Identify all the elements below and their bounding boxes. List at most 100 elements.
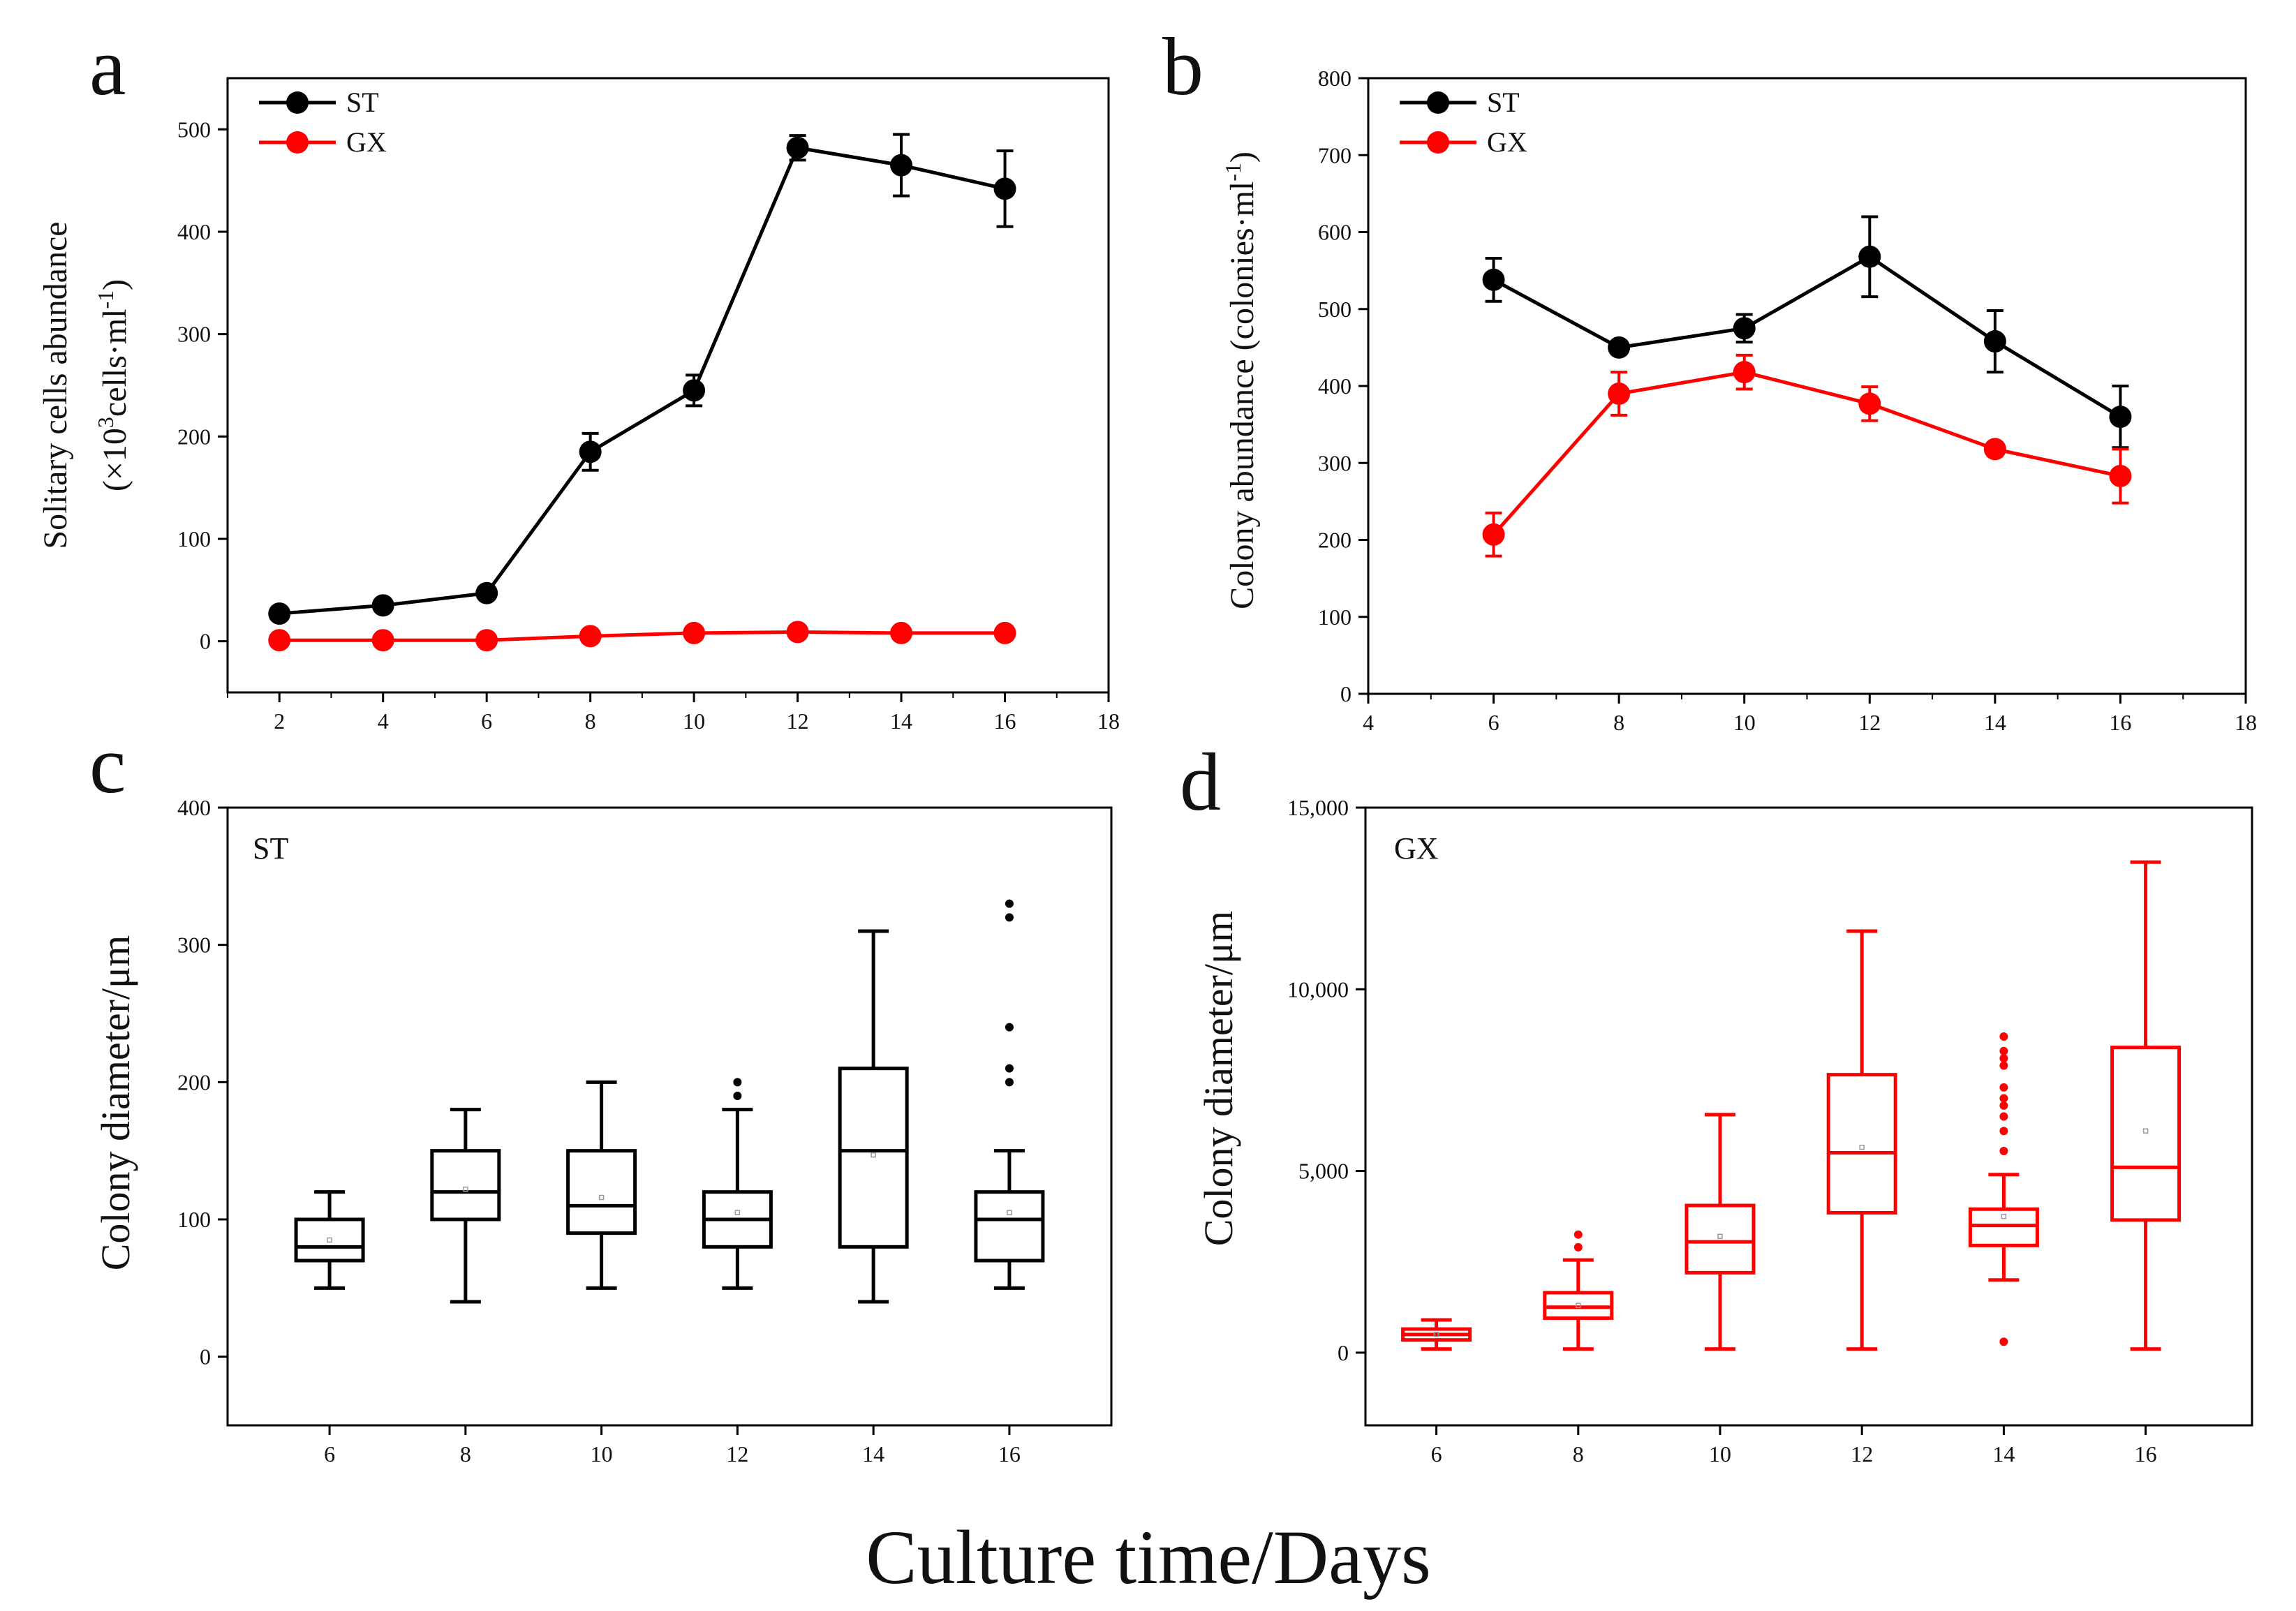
data-point-GX [371,629,394,652]
legend-label-ST: ST [1487,87,1520,118]
box-iqr [2110,1046,2182,1222]
legend-label-GX: GX [346,126,387,158]
box-mean-marker [2001,1213,2007,1219]
plot-frame-d [1364,806,2253,1427]
x-tick-label: 12 [787,708,809,734]
x-tick-label: 12 [1851,1441,1873,1467]
data-point-ST [890,154,913,177]
series-line-GX [279,630,1005,642]
data-point-GX [993,621,1016,644]
y-tick-label: 0 [1340,681,1351,706]
y-tick-label: 500 [1318,297,1351,322]
data-point-GX [890,621,913,644]
box-mean-marker [1007,1210,1012,1215]
box-iqr [838,1067,909,1249]
legend-marker-ST [286,91,309,114]
box-outlier [1573,1230,1583,1239]
y-tick-label: 100 [177,1207,211,1232]
y-tick-label: 200 [177,1069,211,1094]
x-tick-label: 12 [726,1441,748,1467]
axes-d: 6 8 10 12 14 16 0 5,000 10,000 15,000 [1287,795,2157,1467]
x-tick-label: 16 [2109,710,2131,735]
box-outlier [1999,1337,2008,1346]
box-iqr [430,1149,501,1222]
box-iqr [566,1149,637,1235]
box-outlier [1999,1127,2008,1136]
y-tick-label: 15,000 [1287,795,1349,820]
data-point-ST [475,581,498,604]
box-outlier [1999,1054,2008,1063]
data-point-ST [579,440,602,463]
x-tick-label: 14 [862,1441,884,1467]
y-tick-label: 400 [1318,373,1351,399]
y-tick-label: 200 [177,424,211,449]
x-tick-label: 14 [1992,1441,2015,1467]
box-outlier [1005,1064,1014,1073]
x-tick-label: 18 [2235,710,2257,735]
box-outlier [1005,1078,1014,1087]
box-outlier [1999,1112,2008,1121]
x-tick-label: 10 [591,1441,613,1467]
box-outlier [1999,1046,2008,1055]
box-iqr [1684,1203,1756,1275]
data-point-GX [1733,361,1756,384]
panel-b: b 4 6 8 10 12 14 16 18 0 100 200 300 400 500 600 700 800… [1162,21,2257,735]
legend-marker-ST [1427,91,1449,114]
legend-label-GX: GX [1487,126,1527,158]
y-axis-title-a-line1: Solitary cells abundance [37,221,74,549]
data-point-ST [1858,245,1881,268]
inset-label-d: GX [1394,831,1439,866]
y-tick-label: 600 [1318,220,1351,245]
box-outlier [733,1092,742,1100]
x-tick-label: 4 [1363,710,1374,735]
x-tick-label: 8 [1613,710,1624,735]
panel-letter-d: d [1180,736,1221,828]
data-point-ST [268,602,291,625]
data-point-GX [1858,392,1881,415]
data-point-ST [1482,268,1505,291]
y-tick-label: 0 [200,629,211,654]
box-outlier [1005,913,1014,922]
panel-letter-c: c [89,719,126,810]
x-tick-label: 14 [890,708,912,734]
data-point-GX [683,621,706,644]
data-point-ST [683,379,706,402]
data-point-ST [786,136,809,159]
box-outlier [1573,1242,1583,1252]
marks-b: ST GX [1400,87,2184,699]
y-tick-label: 5,000 [1298,1159,1349,1184]
y-axis-title-c: Colony diameter/μm [93,935,138,1271]
inset-label-c: ST [253,831,288,866]
box-mean-marker [598,1194,605,1201]
y-axis-title-a-prefix: (×10 [96,428,133,491]
data-point-ST [371,594,394,617]
marks-c [294,899,1045,1304]
y-axis-title-a-mid: cells·ml [96,309,133,417]
x-tick-label: 10 [1733,710,1756,735]
box-mean-marker [463,1186,468,1192]
x-tick-label: 16 [2135,1441,2157,1467]
panel-letter-b: b [1162,21,1203,112]
data-point-GX [1482,523,1505,546]
data-point-ST [1983,330,2006,353]
y-axis-title-a-suffix: ) [96,279,133,290]
x-tick-label: 14 [1984,710,2006,735]
data-point-ST [1608,336,1631,359]
box-mean-marker [327,1237,332,1243]
series-line-GX [1492,370,2121,536]
data-point-ST [2109,406,2132,429]
x-tick-label: 12 [1858,710,1881,735]
x-tick-label: 8 [460,1441,471,1467]
panel-a: a 2 4 6 8 10 12 14 16 18 0 100 200 300 400 500 ST GX So… [37,21,1120,734]
y-tick-label: 0 [200,1344,211,1369]
panel-c: c ST 6 8 10 12 14 16 0 100 200 300 400 Colony diam… [89,719,1113,1467]
data-point-GX [268,629,291,652]
y-axis-title-a-sup2: -1 [93,290,118,309]
x-tick-label: 8 [585,708,596,734]
box-outlier [1999,1101,2008,1110]
data-point-ST [1733,317,1756,340]
box-mean-marker [871,1152,876,1158]
data-point-GX [579,625,602,648]
box-mean-marker [1433,1332,1439,1337]
